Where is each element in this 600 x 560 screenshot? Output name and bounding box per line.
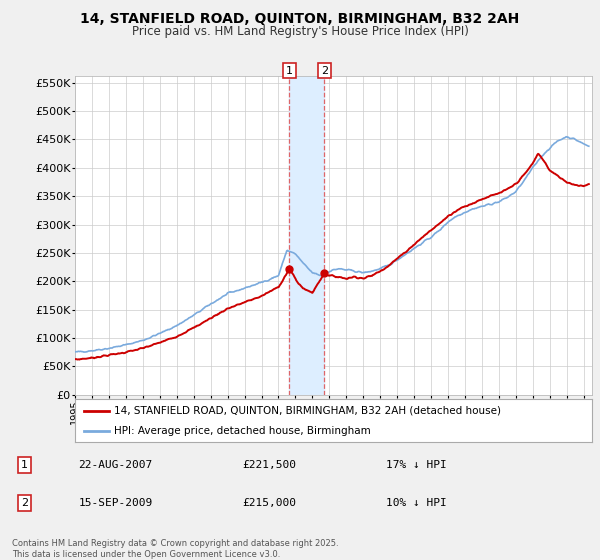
Text: Price paid vs. HM Land Registry's House Price Index (HPI): Price paid vs. HM Land Registry's House … xyxy=(131,25,469,38)
Text: 2: 2 xyxy=(321,66,328,76)
Text: 1: 1 xyxy=(286,66,293,76)
Bar xyxy=(289,76,325,395)
Text: 1: 1 xyxy=(21,460,28,470)
Text: 14, STANFIELD ROAD, QUINTON, BIRMINGHAM, B32 2AH: 14, STANFIELD ROAD, QUINTON, BIRMINGHAM,… xyxy=(80,12,520,26)
Text: 15-SEP-2009: 15-SEP-2009 xyxy=(78,498,152,508)
Text: 22-AUG-2007: 22-AUG-2007 xyxy=(78,460,152,470)
Text: £221,500: £221,500 xyxy=(242,460,296,470)
Text: £215,000: £215,000 xyxy=(242,498,296,508)
Text: HPI: Average price, detached house, Birmingham: HPI: Average price, detached house, Birm… xyxy=(114,427,371,436)
Text: 17% ↓ HPI: 17% ↓ HPI xyxy=(386,460,447,470)
Text: 14, STANFIELD ROAD, QUINTON, BIRMINGHAM, B32 2AH (detached house): 14, STANFIELD ROAD, QUINTON, BIRMINGHAM,… xyxy=(114,406,501,416)
Text: 2: 2 xyxy=(21,498,28,508)
Text: Contains HM Land Registry data © Crown copyright and database right 2025.
This d: Contains HM Land Registry data © Crown c… xyxy=(12,539,338,559)
Text: 10% ↓ HPI: 10% ↓ HPI xyxy=(386,498,447,508)
